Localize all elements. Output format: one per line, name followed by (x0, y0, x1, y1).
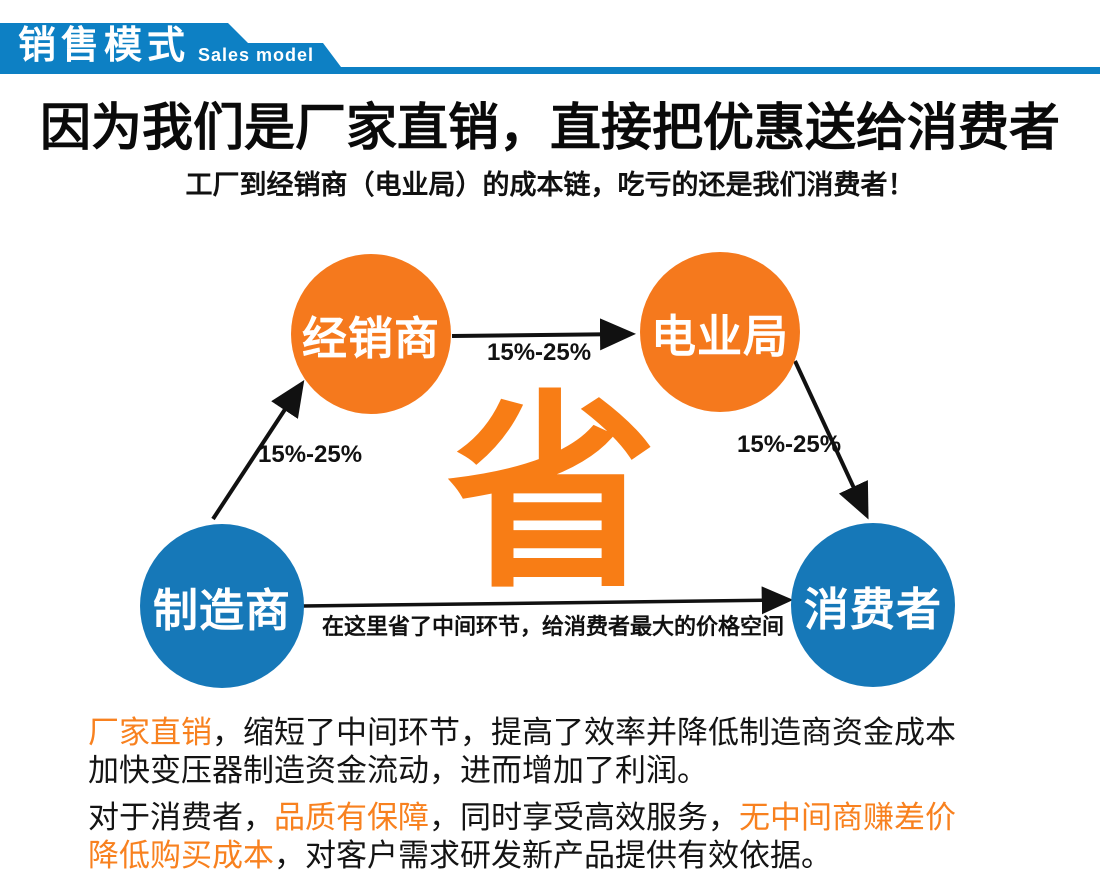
highlight-lower-cost: 降低购买成本 (88, 838, 274, 873)
paragraph-1-line-2: 加快变压器制造资金流动，进而增加了利润。 (88, 752, 1028, 790)
paragraph-1-line-1: 厂家直销，缩短了中间环节，提高了效率并降低制造商资金成本 (88, 714, 1028, 752)
node-manufacturer: 制造商 (140, 524, 304, 688)
node-powerbureau: 电业局 (640, 252, 800, 412)
page-subtitle: 工厂到经销商（电业局）的成本链，吃亏的还是我们消费者！ (185, 170, 915, 200)
highlight-factory-direct: 厂家直销 (88, 715, 212, 750)
paragraph-2-line-1-text-a: 对于消费者， (88, 800, 274, 835)
label-pct-manufacturer-distributor: 15%-25% (258, 441, 363, 468)
node-consumer-label: 消费者 (803, 583, 942, 635)
highlight-quality-guarantee: 品质有保障 (274, 800, 429, 835)
header-banner (0, 23, 1100, 74)
arrow-distributor-to-powerbureau (451, 318, 636, 351)
node-distributor-label: 经销商 (301, 312, 440, 364)
node-distributor: 经销商 (291, 254, 451, 414)
label-pct-powerbureau-consumer: 15%-25% (737, 431, 842, 458)
bottom-paragraphs: 厂家直销，缩短了中间环节，提高了效率并降低制造商资金成本 加快变压器制造资金流动… (88, 714, 1028, 875)
node-manufacturer-label: 制造商 (152, 584, 291, 636)
label-pct-distributor-powerbureau: 15%-25% (487, 339, 592, 366)
node-consumer: 消费者 (791, 523, 955, 687)
paragraph-2-line-2: 降低购买成本，对客户需求研发新产品提供有效依据。 (88, 837, 1028, 875)
paragraph-2-line-2-text: ，对客户需求研发新产品提供有效依据。 (274, 838, 832, 873)
save-character: 省 (446, 377, 658, 612)
arrow-manufacturer-to-consumer (302, 586, 794, 615)
arrow-powerbureau-to-consumer (793, 360, 869, 520)
banner-shape (0, 23, 1100, 74)
banner-title: 销售模式 (18, 25, 191, 67)
highlight-no-middleman: 无中间商赚差价 (739, 800, 956, 835)
paragraph-2-line-1-text-b: ，同时享受高效服务， (429, 800, 739, 835)
arrow-manufacturer-to-distributor (211, 379, 305, 521)
paragraph-1-line-2-text: 加快变压器制造资金流动，进而增加了利润。 (88, 753, 708, 788)
banner-subtitle: Sales model (198, 45, 315, 65)
node-powerbureau-label: 电业局 (650, 310, 789, 362)
paragraph-1-line-1-text: ，缩短了中间环节，提高了效率并降低制造商资金成本 (212, 715, 956, 750)
paragraph-2-line-1: 对于消费者，品质有保障，同时享受高效服务，无中间商赚差价 (88, 799, 1028, 837)
label-direct-flow-note: 在这里省了中间环节，给消费者最大的价格空间 (322, 614, 785, 639)
page-title: 因为我们是厂家直销，直接把优惠送给消费者 (39, 101, 1060, 157)
